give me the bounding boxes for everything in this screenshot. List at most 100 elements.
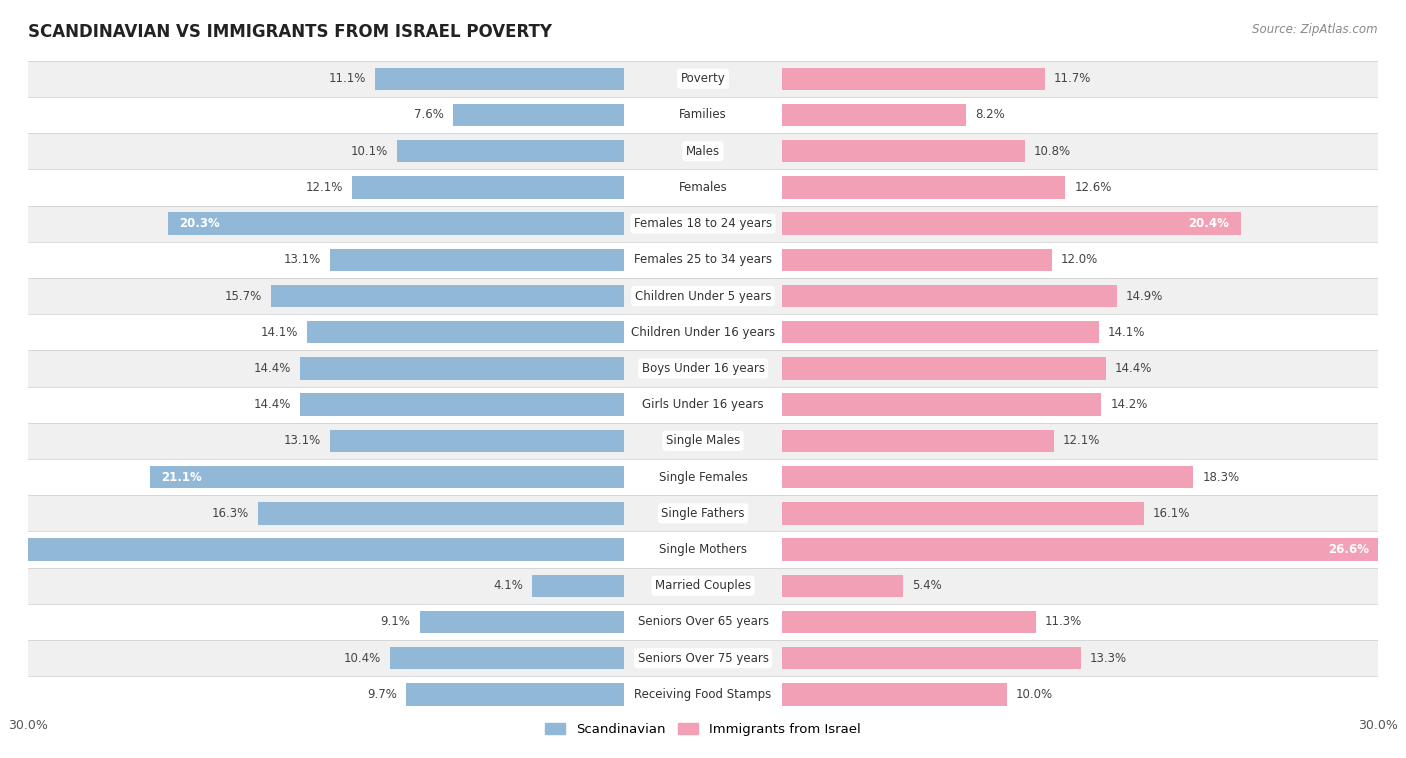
Text: 9.7%: 9.7% [367, 688, 396, 701]
Text: 16.1%: 16.1% [1153, 507, 1191, 520]
Text: 16.3%: 16.3% [211, 507, 249, 520]
Bar [301, 393, 624, 416]
Bar [28, 314, 1378, 350]
Bar [782, 430, 1054, 452]
Bar [782, 538, 1381, 561]
Bar [28, 133, 1378, 169]
Bar [329, 430, 624, 452]
Text: 12.6%: 12.6% [1074, 181, 1112, 194]
Bar [782, 176, 1066, 199]
Text: 4.1%: 4.1% [494, 579, 523, 592]
Text: Receiving Food Stamps: Receiving Food Stamps [634, 688, 772, 701]
Bar [301, 357, 624, 380]
Bar [271, 285, 624, 307]
Text: SCANDINAVIAN VS IMMIGRANTS FROM ISRAEL POVERTY: SCANDINAVIAN VS IMMIGRANTS FROM ISRAEL P… [28, 23, 553, 41]
Bar [374, 67, 624, 90]
Bar [28, 97, 1378, 133]
Bar [391, 647, 624, 669]
Text: 11.7%: 11.7% [1054, 72, 1091, 85]
Bar [782, 575, 903, 597]
Text: 10.0%: 10.0% [1015, 688, 1053, 701]
Text: 10.8%: 10.8% [1033, 145, 1071, 158]
Text: Males: Males [686, 145, 720, 158]
Text: 14.9%: 14.9% [1126, 290, 1163, 302]
Bar [149, 466, 624, 488]
Text: Girls Under 16 years: Girls Under 16 years [643, 398, 763, 411]
Bar [329, 249, 624, 271]
Bar [257, 502, 624, 525]
Bar [782, 502, 1144, 525]
Text: 14.2%: 14.2% [1111, 398, 1147, 411]
Text: Single Males: Single Males [666, 434, 740, 447]
Text: 14.4%: 14.4% [254, 398, 291, 411]
Text: Children Under 16 years: Children Under 16 years [631, 326, 775, 339]
Bar [28, 61, 1378, 97]
Text: 12.1%: 12.1% [1063, 434, 1101, 447]
Text: 13.1%: 13.1% [284, 253, 321, 266]
Text: 20.3%: 20.3% [179, 217, 219, 230]
Bar [0, 538, 624, 561]
Bar [28, 459, 1378, 495]
Text: 28.9%: 28.9% [0, 543, 27, 556]
Bar [28, 387, 1378, 423]
Text: 10.1%: 10.1% [352, 145, 388, 158]
Text: 7.6%: 7.6% [415, 108, 444, 121]
Text: 15.7%: 15.7% [225, 290, 262, 302]
Text: 20.4%: 20.4% [1188, 217, 1229, 230]
Bar [782, 683, 1007, 706]
Text: Females: Females [679, 181, 727, 194]
Text: 12.1%: 12.1% [305, 181, 343, 194]
Text: Single Females: Single Females [658, 471, 748, 484]
Bar [28, 350, 1378, 387]
Bar [28, 495, 1378, 531]
Bar [782, 285, 1116, 307]
Text: 14.4%: 14.4% [1115, 362, 1152, 375]
Text: 26.6%: 26.6% [1327, 543, 1369, 556]
Text: 11.3%: 11.3% [1045, 615, 1083, 628]
Bar [167, 212, 624, 235]
Text: 8.2%: 8.2% [976, 108, 1005, 121]
Text: 12.0%: 12.0% [1060, 253, 1098, 266]
Text: Source: ZipAtlas.com: Source: ZipAtlas.com [1253, 23, 1378, 36]
Bar [307, 321, 624, 343]
Bar [782, 67, 1045, 90]
Text: Seniors Over 65 years: Seniors Over 65 years [637, 615, 769, 628]
Bar [28, 278, 1378, 314]
Bar [419, 611, 624, 633]
Bar [406, 683, 624, 706]
Bar [782, 466, 1194, 488]
Text: Single Mothers: Single Mothers [659, 543, 747, 556]
Bar [453, 104, 624, 126]
Legend: Scandinavian, Immigrants from Israel: Scandinavian, Immigrants from Israel [540, 718, 866, 742]
Bar [28, 531, 1378, 568]
Text: Poverty: Poverty [681, 72, 725, 85]
Bar [28, 205, 1378, 242]
Bar [352, 176, 624, 199]
Bar [28, 423, 1378, 459]
Bar [28, 242, 1378, 278]
Bar [28, 640, 1378, 676]
Bar [28, 604, 1378, 640]
Bar [782, 140, 1025, 162]
Text: Boys Under 16 years: Boys Under 16 years [641, 362, 765, 375]
Text: Females 18 to 24 years: Females 18 to 24 years [634, 217, 772, 230]
Text: 13.3%: 13.3% [1090, 652, 1128, 665]
Text: 21.1%: 21.1% [160, 471, 201, 484]
Bar [531, 575, 624, 597]
Text: 11.1%: 11.1% [328, 72, 366, 85]
Bar [782, 212, 1240, 235]
Bar [782, 321, 1099, 343]
Bar [28, 568, 1378, 604]
Bar [782, 357, 1105, 380]
Text: Single Fathers: Single Fathers [661, 507, 745, 520]
Bar [782, 611, 1036, 633]
Text: Children Under 5 years: Children Under 5 years [634, 290, 772, 302]
Text: 10.4%: 10.4% [344, 652, 381, 665]
Bar [396, 140, 624, 162]
Text: 18.3%: 18.3% [1202, 471, 1240, 484]
Bar [28, 169, 1378, 205]
Bar [782, 104, 966, 126]
Text: Females 25 to 34 years: Females 25 to 34 years [634, 253, 772, 266]
Text: 13.1%: 13.1% [284, 434, 321, 447]
Text: 14.1%: 14.1% [1108, 326, 1146, 339]
